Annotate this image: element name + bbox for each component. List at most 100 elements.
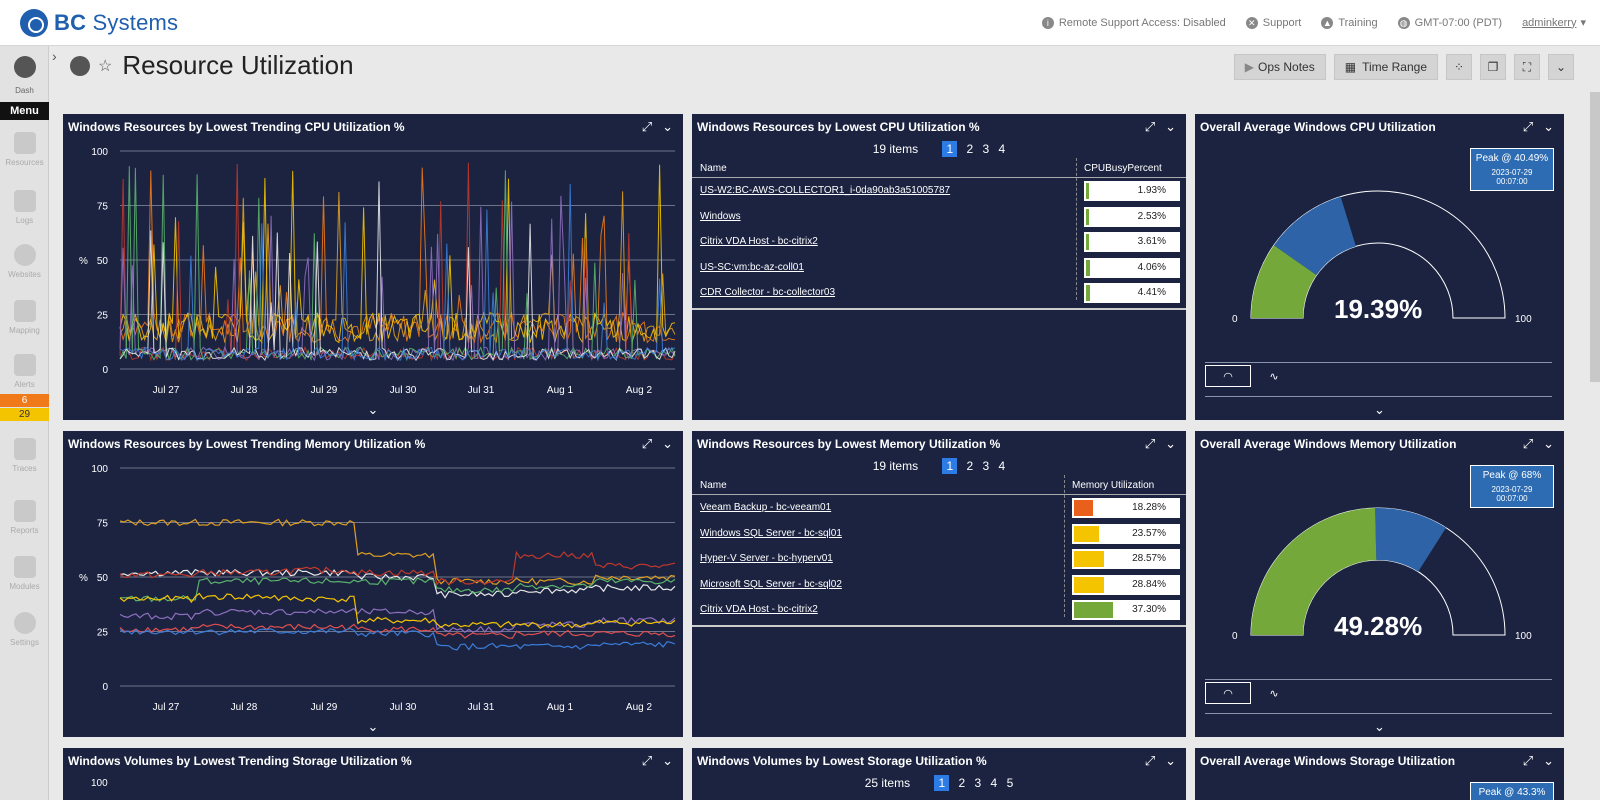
utilization-bar-fill	[1074, 500, 1093, 516]
series-line	[119, 607, 676, 633]
page-link[interactable]: 5	[1006, 776, 1014, 790]
page-link[interactable]: 4	[998, 142, 1006, 156]
chevron-down-icon[interactable]: ⌄	[1543, 119, 1554, 134]
peak-tooltip: Peak @ 43.3%	[1470, 782, 1554, 800]
resource-link[interactable]: US-SC:vm:bc-az-coll01	[700, 261, 804, 273]
chevron-down-icon[interactable]: ⌄	[1165, 753, 1176, 768]
column-header-name[interactable]: Name	[700, 480, 727, 491]
trend-view-tab[interactable]: ∿	[1251, 365, 1297, 387]
training-link[interactable]: ▲ Training	[1321, 16, 1378, 29]
page-link[interactable]: 2	[966, 459, 974, 473]
table-row[interactable]: US-SC:vm:bc-az-coll01 4.06%	[692, 255, 1186, 281]
brand-logo[interactable]: BC Systems	[20, 9, 178, 37]
memory-trend-chart[interactable]: 100 75 50 25 0% Jul 27 Jul 28 Jul 29 Jul 30 Jul 3…	[63, 431, 683, 737]
sidebar-expand-icon[interactable]: ›	[52, 48, 57, 64]
chevron-down-icon[interactable]: ⌄	[1543, 753, 1554, 768]
table-row[interactable]: Hyper-V Server - bc-hyperv01 28.57%	[692, 546, 1186, 572]
column-header-value[interactable]: Memory Utilization	[1072, 480, 1155, 491]
gauge-view-tab[interactable]: ◠	[1205, 682, 1251, 704]
sidebar-item-alerts[interactable]: Alerts	[0, 354, 49, 389]
remote-support-status[interactable]: i Remote Support Access: Disabled	[1041, 16, 1226, 29]
collapse-chevron-icon[interactable]: ⌄	[1374, 719, 1385, 734]
expand-icon[interactable]: ⤢	[1522, 436, 1534, 451]
collapse-chevron-icon[interactable]: ⌄	[1374, 402, 1385, 417]
page-link[interactable]: 2	[958, 776, 966, 790]
table-row[interactable]: Veeam Backup - bc-veeam01 18.28%	[692, 495, 1186, 521]
cpu-trend-chart[interactable]: 100 75 50 25 0% Jul 27 Jul 28 Jul 29 Jul 30 Jul 3…	[63, 114, 683, 420]
pagination: 25 items 1 2 3 4 5	[692, 775, 1186, 791]
sidebar-item-websites[interactable]: Websites	[0, 244, 49, 279]
collapse-chevron-icon[interactable]: ⌄	[367, 719, 379, 734]
chevron-down-icon[interactable]: ⌄	[662, 119, 673, 134]
resource-link[interactable]: Hyper-V Server - bc-hyperv01	[700, 553, 833, 564]
resource-link[interactable]: Microsoft SQL Server - bc-sql02	[700, 578, 842, 590]
alert-count-warning[interactable]: 6	[0, 394, 49, 407]
clone-button[interactable]: ❐	[1480, 54, 1506, 80]
expand-icon[interactable]: ⤢	[1522, 119, 1534, 134]
sidebar-item-modules[interactable]: Modules	[0, 556, 49, 591]
column-header-value[interactable]: CPUBusyPercent	[1084, 163, 1162, 174]
column-header-name[interactable]: Name	[700, 163, 727, 174]
sparkline-icon: ∿	[1269, 370, 1279, 383]
resource-link[interactable]: Veeam Backup - bc-veeam01	[700, 502, 832, 513]
page-link[interactable]: 1	[942, 141, 958, 157]
sidebar-item-reports[interactable]: Reports	[0, 500, 49, 535]
page-link[interactable]: 1	[934, 775, 950, 791]
expand-icon[interactable]: ⤢	[641, 436, 653, 451]
table-row[interactable]: Microsoft SQL Server - bc-sql02 28.84%	[692, 572, 1186, 598]
more-options-button[interactable]: ⁘	[1446, 54, 1472, 80]
trend-view-tab[interactable]: ∿	[1251, 682, 1297, 704]
page-link[interactable]: 4	[990, 776, 998, 790]
sidebar-item-mapping[interactable]: Mapping	[0, 300, 49, 335]
user-menu[interactable]: adminkerry ▾	[1522, 16, 1586, 30]
cpu-gauge	[1250, 190, 1506, 319]
sidebar-menu-label[interactable]: Menu	[0, 102, 49, 120]
expand-icon[interactable]: ⤢	[641, 753, 653, 768]
toolbar-dropdown-button[interactable]: ⌄	[1548, 54, 1574, 80]
sidebar-item-settings[interactable]: Settings	[0, 612, 49, 647]
page-link[interactable]: 3	[982, 459, 990, 473]
timezone-selector[interactable]: ◍ GMT-07:00 (PDT)	[1397, 16, 1502, 29]
chevron-down-icon[interactable]: ⌄	[1165, 119, 1176, 134]
table-row[interactable]: Citrix VDA Host - bc-citrix2 3.61%	[692, 229, 1186, 255]
resource-link[interactable]: Citrix VDA Host - bc-citrix2	[700, 236, 818, 247]
sidebar-item-logs[interactable]: Logs	[0, 190, 49, 225]
page-link[interactable]: 4	[998, 459, 1006, 473]
gauge-view-tab[interactable]: ◠	[1205, 365, 1251, 387]
page-link[interactable]: 1	[942, 458, 958, 474]
chevron-down-icon[interactable]: ⌄	[662, 753, 673, 768]
table-row[interactable]: CDR Collector - bc-collector03 4.41%	[692, 280, 1186, 306]
table-row[interactable]: Citrix VDA Host - bc-citrix2 37.30%	[692, 597, 1186, 623]
expand-icon[interactable]: ⤢	[1144, 119, 1156, 134]
page-link[interactable]: 2	[966, 142, 974, 156]
page-scrollbar[interactable]	[1590, 92, 1600, 382]
collapse-chevron-icon[interactable]: ⌄	[367, 402, 379, 417]
table-row[interactable]: Windows SQL Server - bc-sql01 23.57%	[692, 521, 1186, 547]
resource-link[interactable]: US-W2:BC-AWS-COLLECTOR1_i-0da90ab3a51005…	[700, 185, 951, 196]
sidebar-item-dash[interactable]: Dash	[0, 56, 49, 95]
resource-link[interactable]: Windows SQL Server - bc-sql01	[700, 527, 842, 539]
column-divider	[1076, 158, 1077, 300]
expand-icon[interactable]: ⤢	[1522, 753, 1534, 768]
ops-notes-button[interactable]: ▶ Ops Notes	[1233, 54, 1326, 80]
page-link[interactable]: 3	[974, 776, 982, 790]
support-link[interactable]: ✕ Support	[1245, 16, 1301, 29]
expand-icon[interactable]: ⤢	[641, 119, 653, 134]
time-range-button[interactable]: ▦ Time Range	[1333, 54, 1438, 80]
expand-icon[interactable]: ⤢	[1144, 436, 1156, 451]
table-row[interactable]: Windows 2.53%	[692, 204, 1186, 230]
chevron-down-icon[interactable]: ⌄	[662, 436, 673, 451]
page-link[interactable]: 3	[982, 142, 990, 156]
resource-link[interactable]: CDR Collector - bc-collector03	[700, 287, 836, 298]
expand-icon[interactable]: ⤢	[1144, 753, 1156, 768]
resource-link[interactable]: Citrix VDA Host - bc-citrix2	[700, 604, 818, 615]
favorite-star-icon[interactable]: ☆	[98, 57, 113, 75]
resource-link[interactable]: Windows	[700, 210, 741, 222]
alert-count-critical[interactable]: 29	[0, 408, 49, 421]
chevron-down-icon[interactable]: ⌄	[1543, 436, 1554, 451]
fullscreen-button[interactable]: ⛶	[1514, 54, 1540, 80]
sidebar-item-traces[interactable]: Traces	[0, 438, 49, 473]
sidebar-item-resources[interactable]: Resources	[0, 132, 49, 167]
chevron-down-icon[interactable]: ⌄	[1165, 436, 1176, 451]
table-row[interactable]: US-W2:BC-AWS-COLLECTOR1_i-0da90ab3a51005…	[692, 178, 1186, 204]
